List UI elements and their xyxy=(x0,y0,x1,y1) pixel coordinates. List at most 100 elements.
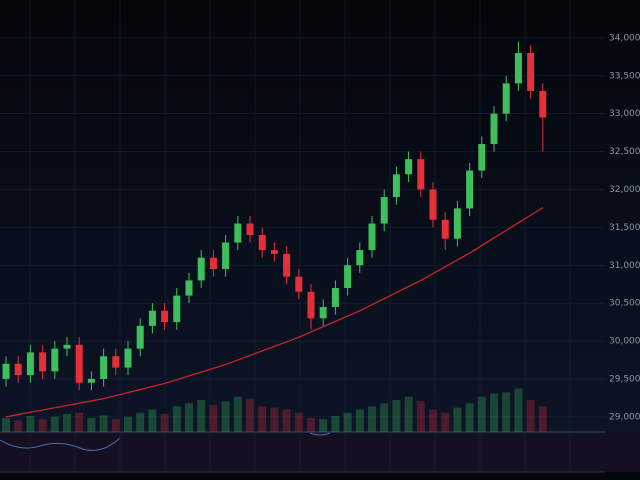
volume-bar xyxy=(124,416,132,432)
y-tick-label: 30,000 xyxy=(609,337,640,347)
candle-body xyxy=(39,352,47,372)
indicator-pane xyxy=(0,432,640,472)
candle-body xyxy=(234,223,242,243)
candle-body xyxy=(100,356,108,379)
volume-bar xyxy=(270,407,279,432)
candle-body xyxy=(527,53,535,91)
volume-bar xyxy=(14,420,23,432)
candle-body xyxy=(380,197,388,224)
volume-bar xyxy=(477,396,486,432)
candle-body xyxy=(124,348,132,368)
candle-body xyxy=(478,144,486,171)
volume-bar xyxy=(392,400,401,432)
candle-body xyxy=(75,344,83,383)
volume-bar xyxy=(136,412,145,432)
candle-body xyxy=(148,310,156,326)
indicator-line xyxy=(0,437,121,451)
volume-bar xyxy=(282,409,291,432)
volume-bar xyxy=(172,406,181,432)
candle-body xyxy=(51,348,59,372)
volume-bar xyxy=(355,409,364,432)
candle-body xyxy=(87,378,95,383)
volume-bar xyxy=(465,403,474,432)
candle-body xyxy=(429,189,437,220)
volume-bar xyxy=(307,417,315,432)
candle-body xyxy=(185,280,193,296)
volume-bar xyxy=(185,403,193,432)
y-tick-label: 29,000 xyxy=(609,412,640,422)
y-tick-label: 32,000 xyxy=(609,185,640,195)
volume-bar xyxy=(63,414,71,432)
candle-body xyxy=(490,113,498,144)
candle-body xyxy=(2,363,10,379)
volume-bar xyxy=(160,414,169,432)
volume-bar xyxy=(246,398,254,432)
volume-bar xyxy=(319,419,328,432)
candle-body xyxy=(246,223,254,235)
y-tick-label: 32,500 xyxy=(609,147,640,157)
volume-bar xyxy=(502,392,511,432)
candle-body xyxy=(502,83,510,114)
candle-body xyxy=(307,291,315,319)
candle-body xyxy=(514,53,522,84)
volume-bar xyxy=(404,396,413,432)
candle-body xyxy=(356,250,364,266)
candle-body xyxy=(344,265,352,288)
volume-bar xyxy=(209,405,218,432)
volume-bar xyxy=(111,419,120,432)
volume-bar xyxy=(514,388,523,432)
price-pane xyxy=(0,0,640,432)
volume-bar xyxy=(441,412,450,432)
candle-body xyxy=(405,159,413,175)
volume-bar xyxy=(416,401,425,432)
volume-bar xyxy=(258,406,267,432)
volume-bar xyxy=(75,412,84,432)
volume-bar xyxy=(2,417,10,432)
candle-body xyxy=(63,344,71,349)
volume-bar xyxy=(233,396,242,432)
volume-bar xyxy=(490,393,498,432)
candle-body xyxy=(270,250,278,254)
y-tick-label: 33,000 xyxy=(609,109,640,119)
volume-bar xyxy=(343,412,352,432)
y-tick-label: 30,500 xyxy=(609,299,640,309)
volume-bar xyxy=(368,406,376,432)
candle-body xyxy=(453,208,461,239)
indicator-line xyxy=(309,432,331,436)
volume-bar xyxy=(221,401,230,432)
candle-body xyxy=(14,363,22,376)
candle-body xyxy=(466,170,474,209)
y-tick-label: 31,000 xyxy=(609,261,640,271)
candle-body xyxy=(112,356,120,368)
moving-average xyxy=(5,207,544,418)
y-tick-label: 31,500 xyxy=(609,223,640,233)
candle-body xyxy=(161,310,169,323)
candle-body xyxy=(136,325,144,349)
candle-body xyxy=(319,306,327,319)
candle-body xyxy=(209,257,217,270)
volume-bar xyxy=(87,417,96,432)
volume-bar xyxy=(294,412,303,432)
volume-bar xyxy=(148,409,157,432)
candle-body xyxy=(417,159,425,190)
y-tick-label: 33,500 xyxy=(609,71,640,81)
candle-body xyxy=(258,234,266,251)
candle-body xyxy=(197,257,205,281)
candle-body xyxy=(392,174,400,198)
candle-body xyxy=(295,276,303,292)
volume-bar xyxy=(197,400,206,432)
candle-body xyxy=(539,90,547,118)
y-tick-label: 29,500 xyxy=(609,374,640,384)
volume-bar xyxy=(429,409,437,432)
candle-body xyxy=(331,288,339,307)
volume-bar xyxy=(380,403,389,432)
volume-bar xyxy=(38,419,47,432)
volume-bar xyxy=(99,415,108,432)
volume-bar xyxy=(26,416,35,432)
candle-body xyxy=(441,219,449,239)
volume-bar xyxy=(331,416,340,432)
y-tick-label: 34,000 xyxy=(609,33,640,43)
